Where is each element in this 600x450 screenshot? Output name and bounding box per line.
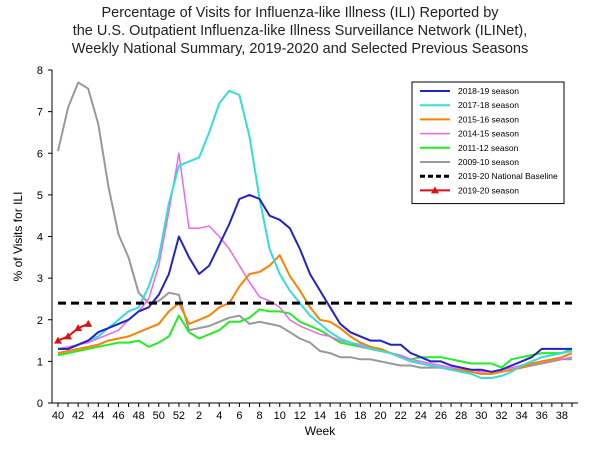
x-tick-label: 44 <box>92 410 104 422</box>
y-tick-label: 6 <box>37 148 43 160</box>
series-line-2014-15-season <box>57 152 573 373</box>
x-tick-label: 26 <box>435 410 447 422</box>
series-line-2017-18-season <box>58 89 573 379</box>
legend: 2018-19 season 2017-18 season 2015-16 seas… <box>411 81 565 205</box>
legend-label: 2019-20 National Baseline <box>458 171 558 181</box>
y-tick-label: 0 <box>37 398 43 410</box>
x-tick-label: 42 <box>72 410 84 422</box>
y-axis: 0 1 2 3 4 5 6 7 8 <box>37 65 52 410</box>
x-tick-label: 46 <box>112 410 124 422</box>
y-tick-label: 1 <box>37 356 43 368</box>
x-tick-label: 20 <box>374 410 386 422</box>
legend-box <box>411 81 565 205</box>
x-tick-label: 16 <box>334 410 346 422</box>
x-tick-label: 14 <box>314 410 326 422</box>
legend-label: 2014-15 season <box>458 129 519 139</box>
chart-title-line-3: Weekly National Summary, 2019-2020 and S… <box>71 41 529 57</box>
y-tick-label: 2 <box>37 315 43 327</box>
x-axis: 40 42 44 46 48 50 52 2 4 6 8 10 12 14 16 18 20 22 24 26 28 30… <box>52 403 573 422</box>
chart-title-line-1: Percentage of Visits for Influenza-like … <box>101 5 499 21</box>
x-tick-label: 36 <box>536 410 548 422</box>
x-tick-label: 4 <box>216 410 222 422</box>
legend-label: 2009-10 season <box>458 157 519 167</box>
legend-label: 2011-12 season <box>458 143 519 153</box>
y-tick-label: 5 <box>37 190 43 202</box>
data-point-marker <box>54 336 62 344</box>
x-tick-label: 6 <box>236 410 242 422</box>
legend-label: 2017-18 season <box>458 100 519 110</box>
x-tick-label: 22 <box>395 410 407 422</box>
chart-title-line-2: the U.S. Outpatient Influenza-like Illne… <box>72 23 528 39</box>
y-tick-label: 8 <box>37 65 43 77</box>
x-tick-label: 34 <box>515 410 527 422</box>
y-tick-label: 3 <box>37 273 43 285</box>
x-tick-label: 52 <box>173 410 185 422</box>
legend-marker <box>431 186 439 194</box>
legend-label: 2019-20 season <box>458 185 519 195</box>
y-axis-label: % of Visits for ILI <box>11 192 25 282</box>
series-line-2019-20-season <box>57 322 89 342</box>
series-line-2011-12-season <box>57 308 573 369</box>
x-tick-label: 8 <box>257 410 263 422</box>
x-tick-label: 24 <box>415 410 427 422</box>
x-tick-label: 12 <box>294 410 306 422</box>
data-point-marker <box>84 319 93 327</box>
legend-label: 2018-19 season <box>458 86 519 96</box>
x-tick-label: 50 <box>153 410 165 422</box>
x-tick-label: 40 <box>52 410 64 422</box>
series-layer <box>54 81 573 379</box>
series-line-2015-16-season <box>57 254 573 375</box>
data-point-marker <box>64 332 73 340</box>
x-tick-label: 18 <box>354 410 366 422</box>
x-axis-label: Week <box>305 424 336 438</box>
x-tick-label: 38 <box>556 410 568 422</box>
legend-label: 2015-16 season <box>458 114 519 124</box>
y-tick-label: 7 <box>37 107 43 119</box>
x-tick-label: 2 <box>196 410 202 422</box>
x-tick-label: 28 <box>455 410 467 422</box>
data-point-marker <box>74 324 83 332</box>
series-line-2018-19-season <box>58 193 572 373</box>
y-tick-label: 4 <box>37 232 43 244</box>
x-tick-label: 48 <box>133 410 145 422</box>
chart-title: Percentage of Visits for Influenza-like … <box>0 4 600 58</box>
x-tick-label: 32 <box>495 410 507 422</box>
x-tick-label: 10 <box>274 410 286 422</box>
x-tick-label: 30 <box>475 410 487 422</box>
